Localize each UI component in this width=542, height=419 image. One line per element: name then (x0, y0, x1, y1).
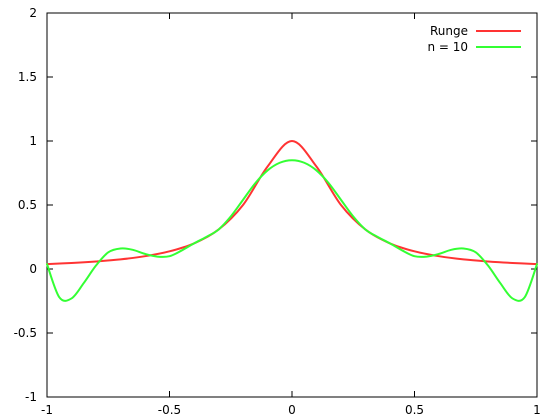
legend: Runge n = 10 (427, 24, 521, 54)
y-tick-label: 1 (29, 134, 37, 148)
series-group (46, 140, 538, 302)
y-tick-label: -0.5 (14, 326, 37, 340)
series-line-1 (46, 159, 538, 302)
plot-frame (46, 12, 538, 398)
y-tick-label: -1 (25, 390, 37, 404)
y-tick-label: 0.5 (18, 198, 37, 212)
y-tick-label: 2 (29, 6, 37, 20)
x-tick-label: 1 (533, 403, 541, 417)
x-tick-label: 0.5 (405, 403, 424, 417)
series-line-0 (46, 140, 538, 266)
legend-label: n = 10 (427, 40, 468, 54)
x-tick-label: -0.5 (158, 403, 181, 417)
y-tick-label: 0 (29, 262, 37, 276)
axis-ticks (46, 12, 538, 398)
y-tick-label: 1.5 (18, 70, 37, 84)
legend-label: Runge (430, 24, 468, 38)
x-tick-label: 0 (288, 403, 296, 417)
tick-labels: -1 -0.5 0 0.5 1 -1 -0.5 0 0.5 1 1.5 2 (14, 6, 541, 417)
x-tick-label: -1 (41, 403, 53, 417)
